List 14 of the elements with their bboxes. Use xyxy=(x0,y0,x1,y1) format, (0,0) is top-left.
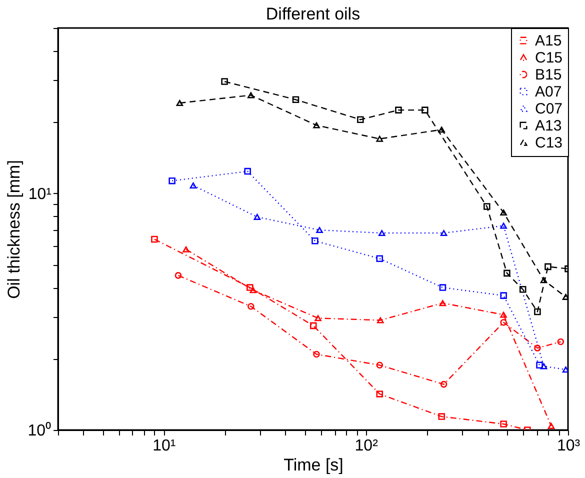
legend-label: C07 xyxy=(535,100,563,118)
legend-label: A07 xyxy=(535,84,562,100)
x-tick-label: 10³ xyxy=(556,438,581,454)
legend-label: C15 xyxy=(535,50,563,66)
x-tick-label: 10² xyxy=(354,438,379,454)
legend-label: B15 xyxy=(535,66,562,84)
legend-label: A15 xyxy=(535,32,562,50)
y-tick-label: 10⁰ xyxy=(28,422,52,440)
legend-label: C13 xyxy=(535,134,563,152)
y-axis-title: Oil thickness [mm] xyxy=(4,160,24,299)
legend-label: A13 xyxy=(535,118,562,134)
chart-title: Different oils xyxy=(266,4,360,24)
x-axis-title: Time [s] xyxy=(284,456,344,474)
x-tick-label: 10¹ xyxy=(152,438,176,454)
